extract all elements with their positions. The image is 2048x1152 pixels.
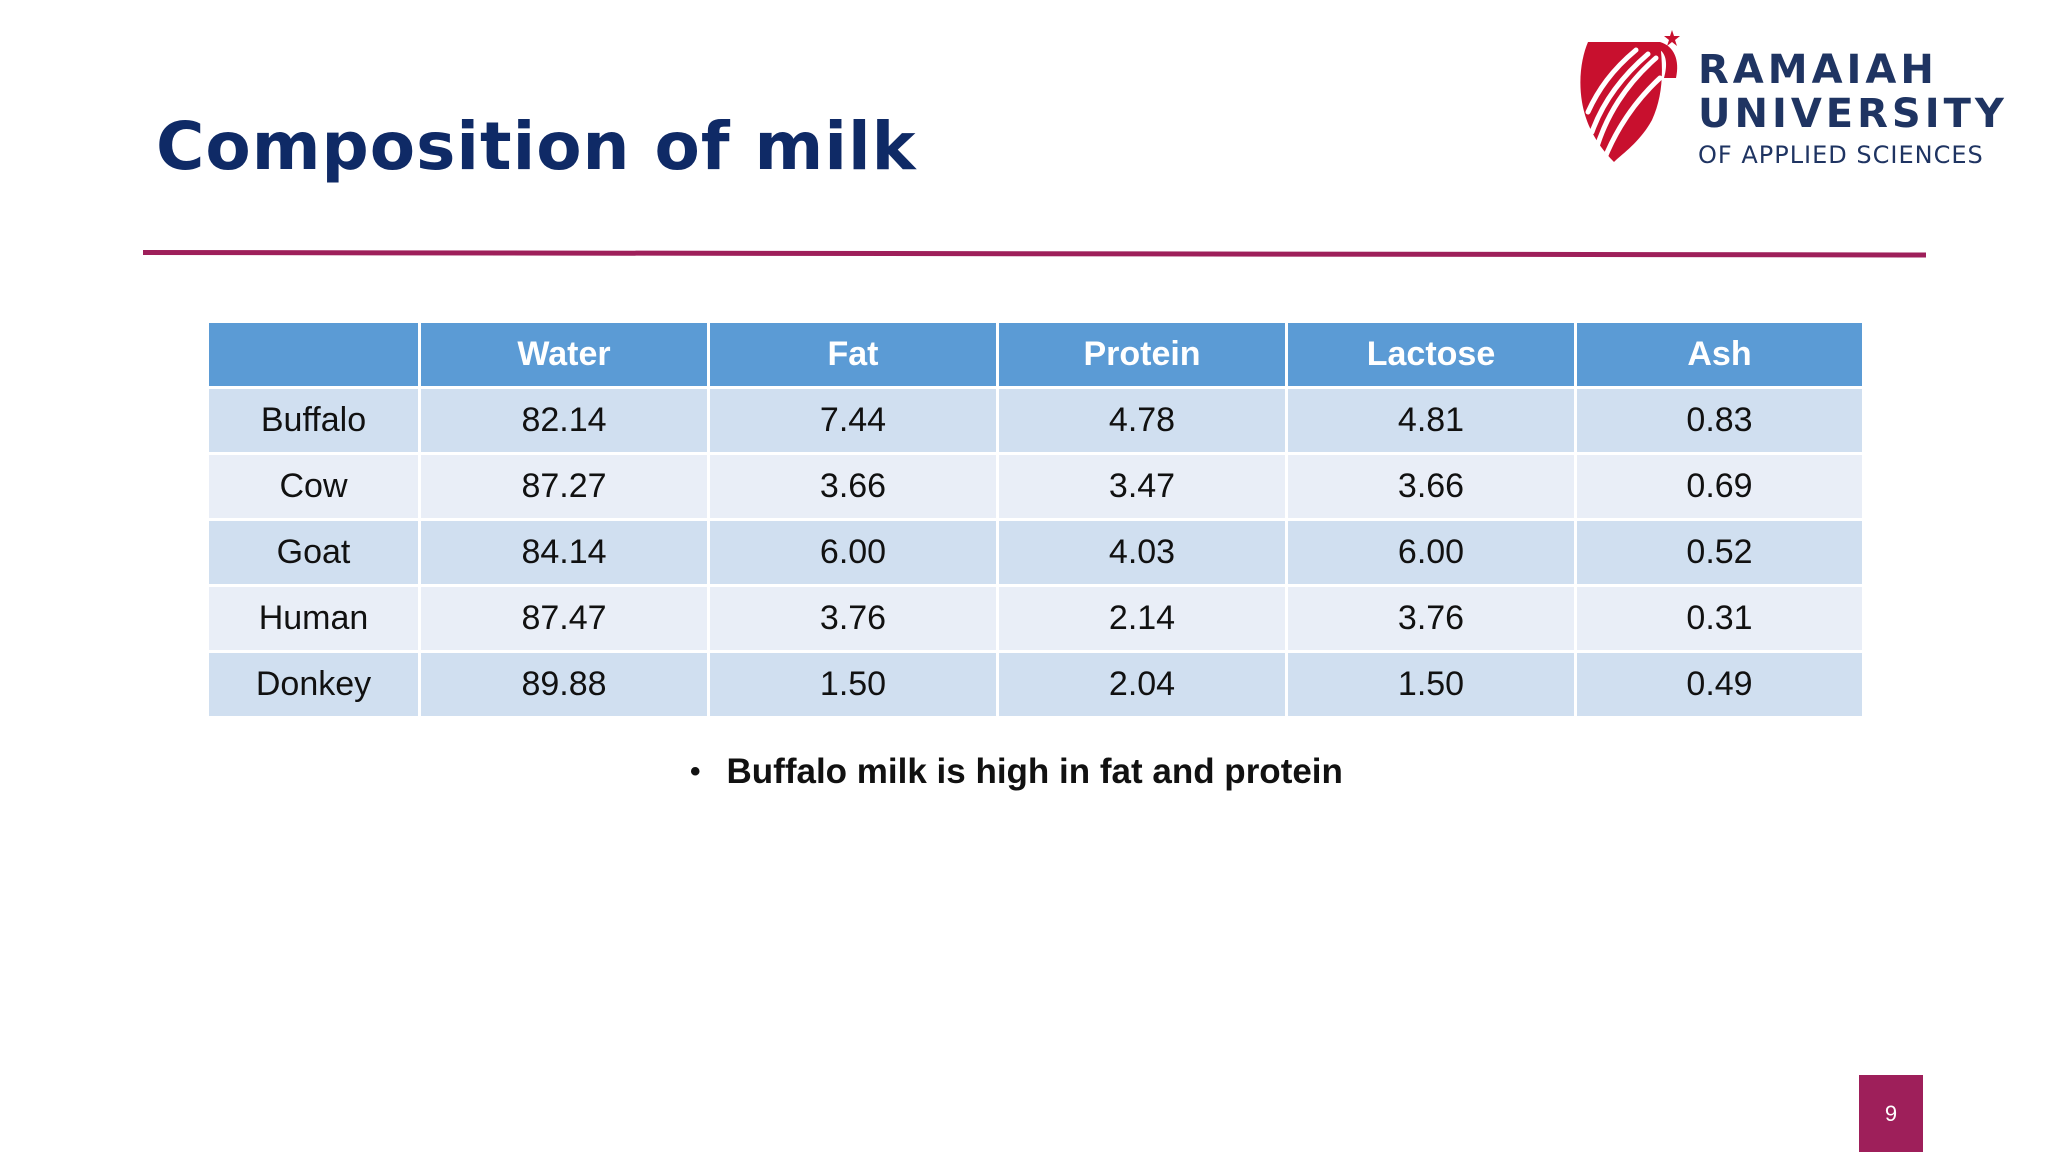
table-cell: 4.03 xyxy=(996,518,1288,587)
row-label: Buffalo xyxy=(206,386,421,455)
table-cell: 84.14 xyxy=(418,518,710,587)
table-header-lactose: Lactose xyxy=(1285,320,1577,389)
bullet-point: • Buffalo milk is high in fat and protei… xyxy=(690,752,1343,792)
milk-composition-table: Water Fat Protein Lactose Ash Buffalo 82… xyxy=(206,320,1865,719)
title-divider xyxy=(142,250,1927,258)
table-cell: 0.52 xyxy=(1574,518,1865,587)
table-header-water: Water xyxy=(418,320,710,389)
table-cell: 3.76 xyxy=(707,584,999,653)
table-header-ash: Ash xyxy=(1574,320,1865,389)
table-header-row: Water Fat Protein Lactose Ash xyxy=(206,320,1865,389)
table-cell: 3.76 xyxy=(1285,584,1577,653)
page-number-badge: 9 xyxy=(1859,1075,1923,1152)
university-logo: RAMAIAH UNIVERSITY OF APPLIED SCIENCES xyxy=(1574,28,2014,178)
table-cell: 3.47 xyxy=(996,452,1288,521)
row-label: Donkey xyxy=(206,650,421,719)
row-label: Human xyxy=(206,584,421,653)
table-cell: 6.00 xyxy=(1285,518,1577,587)
table-cell: 2.14 xyxy=(996,584,1288,653)
row-label: Cow xyxy=(206,452,421,521)
table-cell: 0.31 xyxy=(1574,584,1865,653)
table-cell: 89.88 xyxy=(418,650,710,719)
logo-shield-icon xyxy=(1580,30,1680,163)
table-cell: 6.00 xyxy=(707,518,999,587)
slide-title: Composition of milk xyxy=(156,108,917,185)
table-cell: 2.04 xyxy=(996,650,1288,719)
table-cell: 1.50 xyxy=(1285,650,1577,719)
table-cell: 1.50 xyxy=(707,650,999,719)
table-cell: 82.14 xyxy=(418,386,710,455)
table-cell: 0.69 xyxy=(1574,452,1865,521)
table-row: Donkey 89.88 1.50 2.04 1.50 0.49 xyxy=(206,650,1865,719)
logo-text: RAMAIAH UNIVERSITY OF APPLIED SCIENCES xyxy=(1698,48,2008,172)
logo-line-ramaiah: RAMAIAH xyxy=(1698,47,1938,93)
table-row: Goat 84.14 6.00 4.03 6.00 0.52 xyxy=(206,518,1865,587)
logo-line-applied-sciences: OF APPLIED SCIENCES xyxy=(1698,141,1984,169)
table-cell: 3.66 xyxy=(1285,452,1577,521)
table-cell: 4.81 xyxy=(1285,386,1577,455)
table-cell: 87.47 xyxy=(418,584,710,653)
bullet-dot-icon: • xyxy=(690,755,701,788)
table-cell: 4.78 xyxy=(996,386,1288,455)
bullet-text: Buffalo milk is high in fat and protein xyxy=(726,752,1343,791)
table-cell: 0.83 xyxy=(1574,386,1865,455)
table-row: Human 87.47 3.76 2.14 3.76 0.31 xyxy=(206,584,1865,653)
logo-line-university: UNIVERSITY xyxy=(1698,91,2008,137)
table-header-empty xyxy=(206,320,421,389)
row-label: Goat xyxy=(206,518,421,587)
table-cell: 3.66 xyxy=(707,452,999,521)
table-header-fat: Fat xyxy=(707,320,999,389)
table-cell: 7.44 xyxy=(707,386,999,455)
table-cell: 0.49 xyxy=(1574,650,1865,719)
table-row: Cow 87.27 3.66 3.47 3.66 0.69 xyxy=(206,452,1865,521)
table-header-protein: Protein xyxy=(996,320,1288,389)
table-cell: 87.27 xyxy=(418,452,710,521)
table-row: Buffalo 82.14 7.44 4.78 4.81 0.83 xyxy=(206,386,1865,455)
